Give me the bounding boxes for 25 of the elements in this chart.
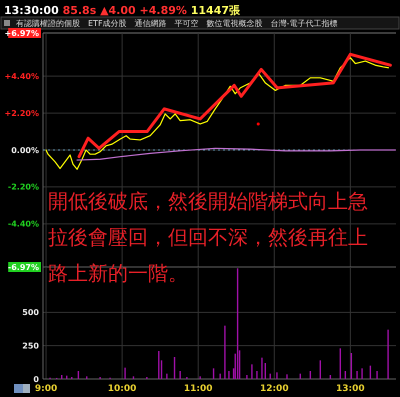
text: 有認購權證的個股 xyxy=(16,19,80,28)
x-tick-label: 13:00 xyxy=(336,384,365,394)
x-tick-label: 10:00 xyxy=(108,384,136,394)
y-tick-label: -2.20% xyxy=(8,182,39,192)
y-tick-label: -4.40% xyxy=(8,220,39,229)
text: 台灣-電子代工指標 xyxy=(270,19,338,28)
y-tick-label: 0.00% xyxy=(11,146,39,155)
y-tick-label: 500 xyxy=(22,308,40,318)
y-tick-label: +4.40% xyxy=(4,72,39,81)
y-tick-label: 250 xyxy=(22,341,40,350)
x-tick-label: 12:00 xyxy=(260,384,289,394)
text: 通信網路 xyxy=(134,19,167,28)
x-tick-label: 9:00 xyxy=(34,384,58,394)
line-series xyxy=(76,148,396,161)
text: ETF成分股 xyxy=(88,19,127,28)
y-tick-label: +2.20% xyxy=(4,108,39,118)
line-series xyxy=(78,52,392,158)
x-tick-label: 11:00 xyxy=(184,384,213,394)
text: 數位電視概念股 xyxy=(206,19,263,28)
y-tick-label: -6.97% xyxy=(8,262,39,272)
text: 平可空 xyxy=(174,19,199,28)
line-series xyxy=(45,57,389,170)
chart-subtitle: 13:30:00 85.8s ▲4.00 +4.89% 11447張 xyxy=(4,4,242,17)
annotation: 開低後破底，然後開始階梯式向上急拉後會壓回，但回不深，然後再往上路上新的一階。 xyxy=(48,189,368,285)
y-tick-label: 0 xyxy=(33,374,40,384)
